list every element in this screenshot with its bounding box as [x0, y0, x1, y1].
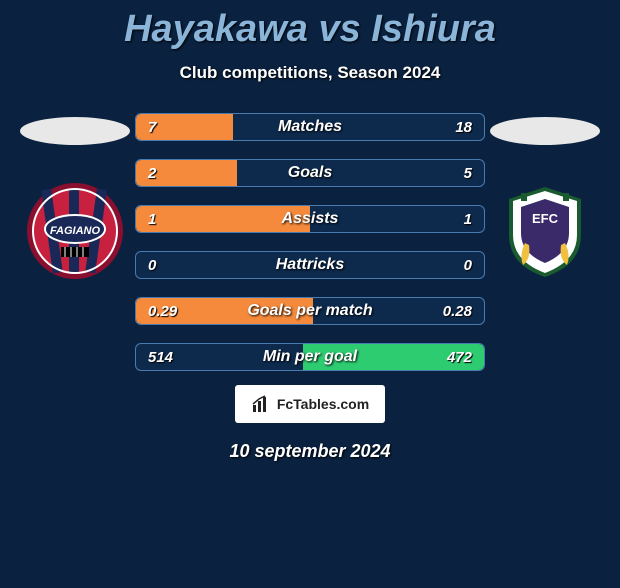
date-text: 10 september 2024: [0, 441, 620, 462]
stat-label: Hattricks: [136, 256, 484, 274]
vs-text: vs: [318, 8, 360, 50]
stat-label: Goals: [136, 164, 484, 182]
stat-label: Matches: [136, 118, 484, 136]
chart-icon: [251, 394, 271, 414]
stat-row: 25Goals: [135, 159, 485, 187]
stat-row: 11Assists: [135, 205, 485, 233]
stat-label: Goals per match: [136, 302, 484, 320]
left-side-col: FAGIANO: [15, 113, 135, 281]
svg-text:EFC: EFC: [532, 211, 559, 226]
stat-label: Min per goal: [136, 348, 484, 366]
page-title: Hayakawa vs Ishiura: [0, 8, 620, 51]
player2-name: Ishiura: [371, 8, 496, 50]
svg-text:FAGIANO: FAGIANO: [50, 225, 101, 237]
player1-photo-placeholder: [20, 117, 130, 145]
team2-crest-icon: EFC: [495, 181, 595, 281]
comparison-area: FAGIANO 718Matches 25Goals 11Assists 00Hatt…: [0, 113, 620, 371]
stat-row: 00Hattricks: [135, 251, 485, 279]
subtitle: Club competitions, Season 2024: [0, 63, 620, 83]
source-badge[interactable]: FcTables.com: [235, 385, 385, 423]
team1-badge: FAGIANO: [25, 181, 125, 281]
stat-row: 718Matches: [135, 113, 485, 141]
right-side-col: EFC: [485, 113, 605, 281]
stat-row: 514472Min per goal: [135, 343, 485, 371]
stat-row: 0.290.28Goals per match: [135, 297, 485, 325]
team2-badge: EFC: [495, 181, 595, 281]
source-text: FcTables.com: [277, 396, 369, 412]
team1-crest-icon: FAGIANO: [25, 181, 125, 281]
player2-photo-placeholder: [490, 117, 600, 145]
stats-column: 718Matches 25Goals 11Assists 00Hattricks 0.2…: [135, 113, 485, 371]
player1-name: Hayakawa: [124, 8, 308, 50]
stat-label: Assists: [136, 210, 484, 228]
